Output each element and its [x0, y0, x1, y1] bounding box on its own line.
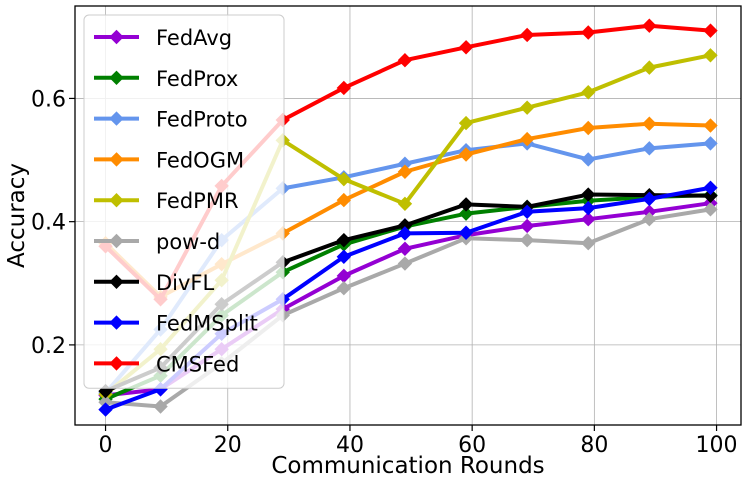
data-point [397, 256, 413, 271]
data-point [458, 197, 474, 212]
y-tick-label: 0.2 [31, 334, 66, 359]
plot-frame [74, 5, 742, 426]
legend-marker [109, 274, 124, 290]
y-tick-label: 0.6 [31, 87, 66, 112]
data-point [519, 218, 535, 234]
data-point [336, 80, 352, 96]
data-point [703, 180, 718, 195]
legend-label: FedMSplit [156, 312, 258, 336]
data-point [336, 192, 352, 208]
legend-marker [109, 192, 124, 208]
legend-item-fedproto: FedProto [94, 108, 248, 132]
data-point [98, 402, 113, 417]
data-point [703, 202, 718, 217]
legend-marker [109, 152, 124, 167]
data-point [703, 118, 718, 133]
legend-item-cmsfed: CMSFed [94, 352, 239, 376]
data-point [336, 171, 352, 187]
legend-label: FedProx [156, 67, 238, 91]
data-point [642, 60, 657, 75]
data-point [397, 241, 413, 256]
data-point [581, 85, 596, 100]
data-point [642, 191, 657, 207]
data-point [519, 232, 535, 248]
legend-label: DivFL [156, 271, 215, 295]
data-point [581, 200, 596, 216]
y-tick-label: 0.4 [31, 211, 66, 236]
legend-label: FedProto [156, 108, 248, 132]
x-tick-label: 40 [336, 433, 364, 458]
y-axis-label: Accuracy [4, 163, 30, 268]
data-point [458, 147, 474, 162]
legend-item-divfl: DivFL [94, 271, 215, 295]
legend-item-fedpmr: FedPMR [94, 189, 239, 213]
data-point [581, 236, 596, 251]
legend-label: FedOGM [156, 148, 244, 172]
data-point [458, 225, 474, 240]
data-point [703, 23, 718, 38]
data-point [458, 115, 474, 131]
data-point [581, 25, 596, 40]
legend: FedAvg FedProx FedProto FedOGM FedPMR pow-d Di… [83, 14, 285, 389]
data-point [458, 206, 474, 221]
data-point [581, 120, 596, 136]
legend-marker [109, 29, 124, 45]
data-point [153, 399, 168, 414]
data-point [519, 100, 535, 115]
legend-label: FedAvg [156, 26, 232, 50]
data-point [336, 232, 352, 248]
data-point [458, 40, 474, 55]
data-point [336, 249, 352, 264]
axis-ticks: 0 20 40 60 80 100 0.2 0.4 0.6 [31, 87, 738, 458]
data-point [642, 211, 657, 227]
x-tick-label: 20 [214, 433, 242, 458]
data-point [642, 141, 657, 156]
data-point [397, 196, 413, 211]
data-point [519, 27, 535, 43]
data-point [397, 226, 413, 241]
legend-marker [109, 233, 124, 249]
legend-item-fedprox: FedProx [94, 67, 238, 91]
legend-item-fedavg: FedAvg [94, 26, 232, 50]
legend-item-fedogm: FedOGM [94, 148, 244, 172]
data-point [519, 204, 535, 220]
data-point [519, 131, 535, 147]
data-point [642, 18, 657, 33]
legend-marker [109, 356, 124, 371]
data-point [397, 164, 413, 179]
legend-label: pow-d [156, 230, 220, 254]
legend-item-fedmsplit: FedMSplit [94, 312, 258, 336]
legend-marker [109, 70, 124, 86]
x-tick-label: 80 [580, 433, 608, 458]
legend-box [83, 14, 285, 389]
data-point [703, 48, 718, 63]
data-point [703, 136, 718, 151]
data-point [397, 53, 413, 68]
x-tick-label: 0 [99, 433, 113, 458]
x-tick-label: 100 [696, 433, 738, 458]
data-point [581, 152, 596, 167]
data-point [642, 116, 657, 131]
legend-marker [109, 315, 124, 330]
data-point [703, 188, 718, 203]
x-tick-label: 60 [458, 433, 486, 458]
legend-label: CMSFed [156, 352, 239, 376]
x-axis-label: Communication Rounds [271, 453, 544, 479]
legend-item-pow-d: pow-d [94, 230, 220, 254]
legend-label: FedPMR [156, 189, 239, 213]
legend-marker [109, 111, 124, 126]
data-point [336, 281, 352, 296]
data-point [581, 211, 596, 227]
